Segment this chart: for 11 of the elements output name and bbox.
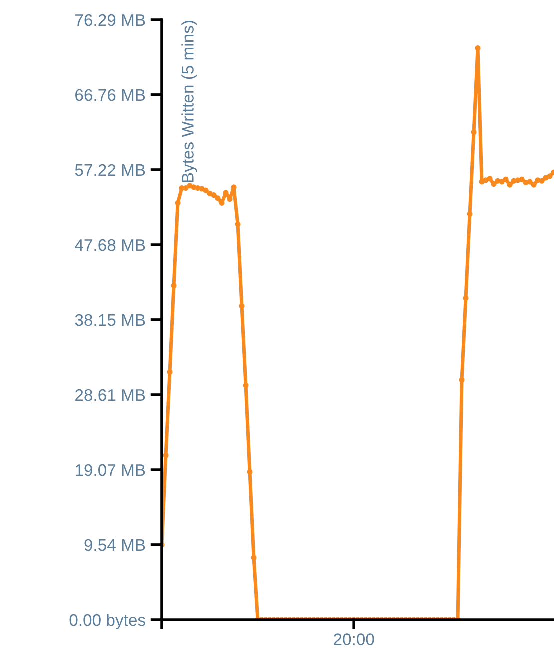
y-tick-label: 47.68 MB: [75, 239, 146, 252]
y-tick-label: 19.07 MB: [76, 464, 146, 476]
y-tick-label: 0.00 bytes: [70, 614, 146, 630]
y-axis-title: Bytes Written (5 mins): [182, 21, 198, 182]
text: 20:00: [334, 634, 374, 646]
y-tick-label: 28.61 MB: [76, 389, 146, 402]
y-tick-label: 66.76 MB: [76, 89, 146, 102]
y-tick-label: 9.54 MB: [84, 539, 146, 552]
y-tick-label: 57.22 MB: [75, 164, 146, 176]
y-tick-label: 76.29 MB: [76, 14, 146, 26]
y-tick-label: 38.15 MB: [75, 314, 146, 326]
